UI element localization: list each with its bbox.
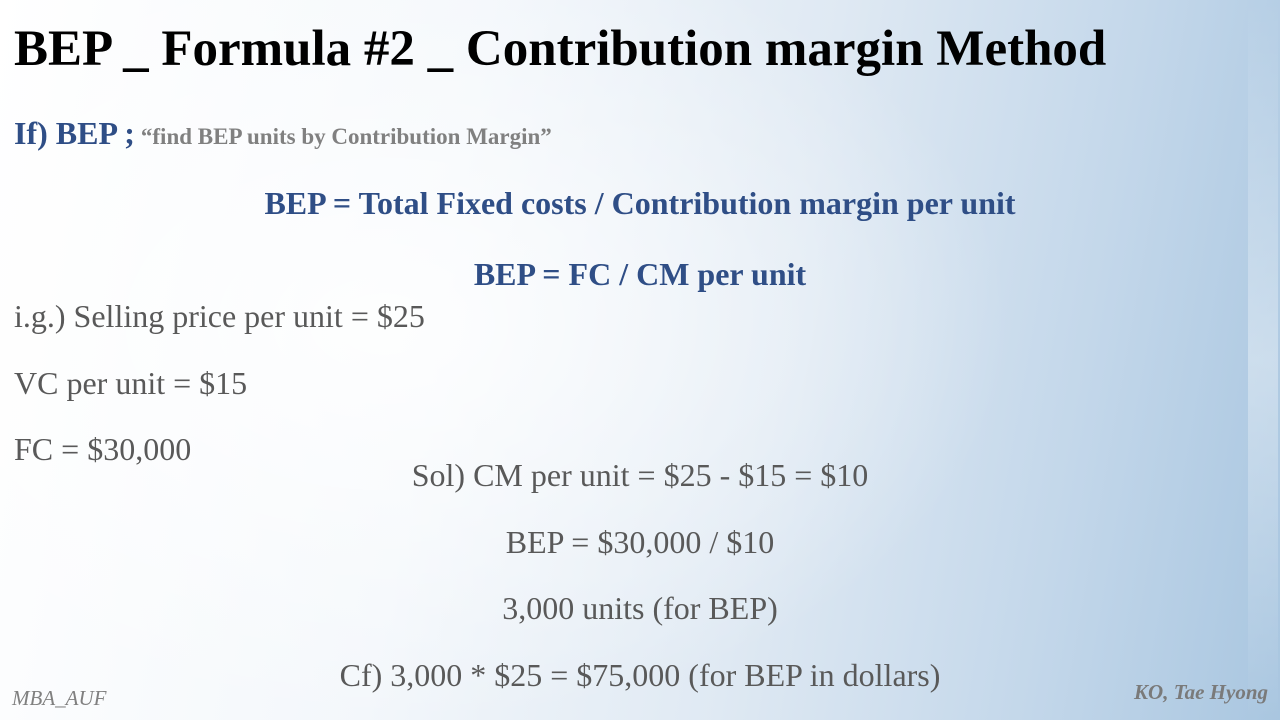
if-line-lead: If) BEP ; (14, 115, 135, 151)
footer-course: MBA_AUF (12, 686, 106, 711)
slide-title: BEP _ Formula #2 _ Contribution margin M… (14, 20, 1106, 79)
if-line-quote: “find BEP units by Contribution Margin” (141, 124, 552, 149)
footer-author: KO, Tae Hyong (1134, 680, 1268, 705)
given-selling-price: i.g.) Selling price per unit = $25 (14, 297, 425, 335)
given-variable-cost: VC per unit = $15 (14, 364, 247, 402)
solution-cm-per-unit: Sol) CM per unit = $25 - $15 = $10 (0, 456, 1280, 494)
formula-full: BEP = Total Fixed costs / Contribution m… (0, 184, 1280, 222)
solution-bep-calc: BEP = $30,000 / $10 (0, 523, 1280, 561)
formula-short: BEP = FC / CM per unit (0, 255, 1280, 293)
solution-bep-dollars: Cf) 3,000 * $25 = $75,000 (for BEP in do… (0, 656, 1280, 694)
solution-bep-units: 3,000 units (for BEP) (0, 589, 1280, 627)
if-line: If) BEP ; “find BEP units by Contribution… (14, 114, 552, 152)
